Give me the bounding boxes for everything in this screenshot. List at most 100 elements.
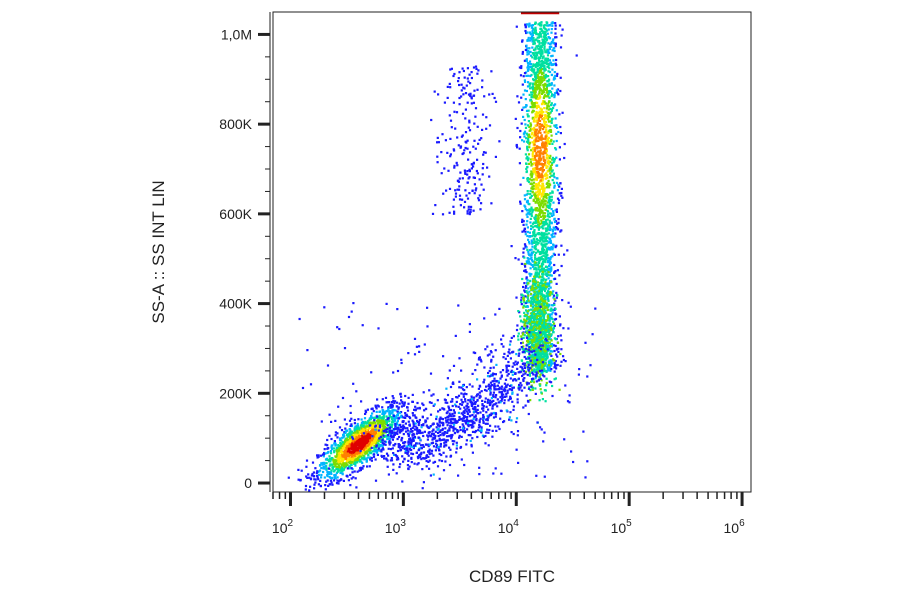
data-point — [532, 320, 535, 323]
data-point — [550, 31, 553, 34]
data-point — [535, 313, 538, 316]
data-point — [543, 328, 546, 331]
data-point — [554, 36, 557, 39]
data-point — [541, 303, 544, 306]
data-point — [333, 451, 336, 454]
data-point — [536, 301, 539, 304]
data-point — [532, 381, 535, 384]
data-point — [547, 349, 550, 352]
data-point — [543, 187, 546, 190]
data-point — [395, 401, 399, 404]
data-point — [519, 200, 522, 203]
data-point — [322, 467, 325, 470]
data-point — [527, 257, 530, 261]
data-point — [523, 318, 526, 321]
data-point — [530, 256, 533, 259]
data-point — [533, 292, 536, 295]
data-point — [556, 363, 559, 367]
data-point — [557, 350, 560, 353]
data-point — [544, 281, 547, 284]
data-point — [540, 173, 543, 176]
data-point — [543, 158, 546, 161]
data-point — [530, 227, 533, 230]
data-point — [528, 210, 532, 213]
data-point — [317, 455, 320, 458]
data-point — [533, 217, 537, 221]
data-point — [552, 201, 555, 204]
data-point — [545, 269, 549, 272]
data-point — [538, 200, 541, 203]
data-point — [402, 416, 405, 419]
data-point — [534, 288, 537, 291]
data-point — [553, 294, 556, 297]
data-point — [536, 221, 539, 224]
data-point — [534, 208, 537, 211]
data-point — [554, 42, 557, 45]
data-point — [550, 308, 554, 311]
data-point — [526, 357, 529, 360]
data-point — [520, 122, 523, 125]
data-point — [533, 193, 536, 196]
data-point — [543, 87, 546, 91]
data-point — [545, 38, 549, 41]
data-point — [406, 406, 409, 409]
data-point — [555, 353, 558, 356]
data-point — [538, 258, 541, 261]
data-point — [537, 118, 540, 121]
data-point — [350, 417, 353, 420]
data-point — [337, 461, 340, 464]
data-point — [536, 172, 539, 176]
data-point — [548, 59, 551, 62]
data-point — [539, 63, 542, 66]
data-point — [550, 274, 553, 277]
data-point — [394, 409, 397, 412]
data-point — [543, 326, 546, 329]
data-point — [535, 136, 538, 139]
data-point — [554, 360, 557, 363]
data-point — [358, 460, 362, 463]
data-point — [549, 165, 552, 168]
data-point — [525, 58, 528, 61]
data-point — [551, 156, 554, 159]
data-point — [562, 358, 565, 362]
data-point — [546, 342, 549, 345]
data-point — [544, 300, 547, 303]
data-point — [533, 298, 536, 301]
data-point — [560, 194, 563, 197]
data-point — [556, 91, 559, 94]
data-point — [549, 61, 552, 64]
data-point — [529, 335, 532, 338]
data-point — [550, 119, 553, 122]
data-point — [382, 435, 386, 438]
data-point — [538, 288, 541, 291]
data-point — [327, 471, 331, 474]
data-point — [543, 375, 546, 378]
data-point — [313, 478, 316, 481]
data-point — [549, 107, 552, 110]
data-point — [355, 447, 358, 450]
data-point — [540, 231, 543, 234]
data-point — [377, 415, 381, 418]
data-point — [377, 422, 380, 425]
data-point — [547, 213, 550, 216]
data-point — [546, 366, 549, 369]
data-point — [529, 99, 532, 102]
data-point — [356, 429, 359, 433]
data-point — [530, 170, 533, 173]
data-point — [517, 349, 520, 352]
data-point — [320, 476, 323, 479]
data-point — [523, 322, 526, 325]
data-point — [549, 237, 552, 240]
data-point — [555, 210, 558, 213]
data-point — [347, 445, 350, 448]
data-point — [548, 156, 551, 159]
data-point — [319, 469, 322, 472]
data-point — [547, 324, 550, 327]
data-point — [349, 438, 352, 441]
data-point — [533, 42, 536, 45]
data-point — [539, 155, 542, 158]
data-point — [523, 59, 526, 62]
data-point — [533, 275, 536, 278]
data-point — [545, 302, 549, 305]
data-point — [528, 203, 531, 206]
